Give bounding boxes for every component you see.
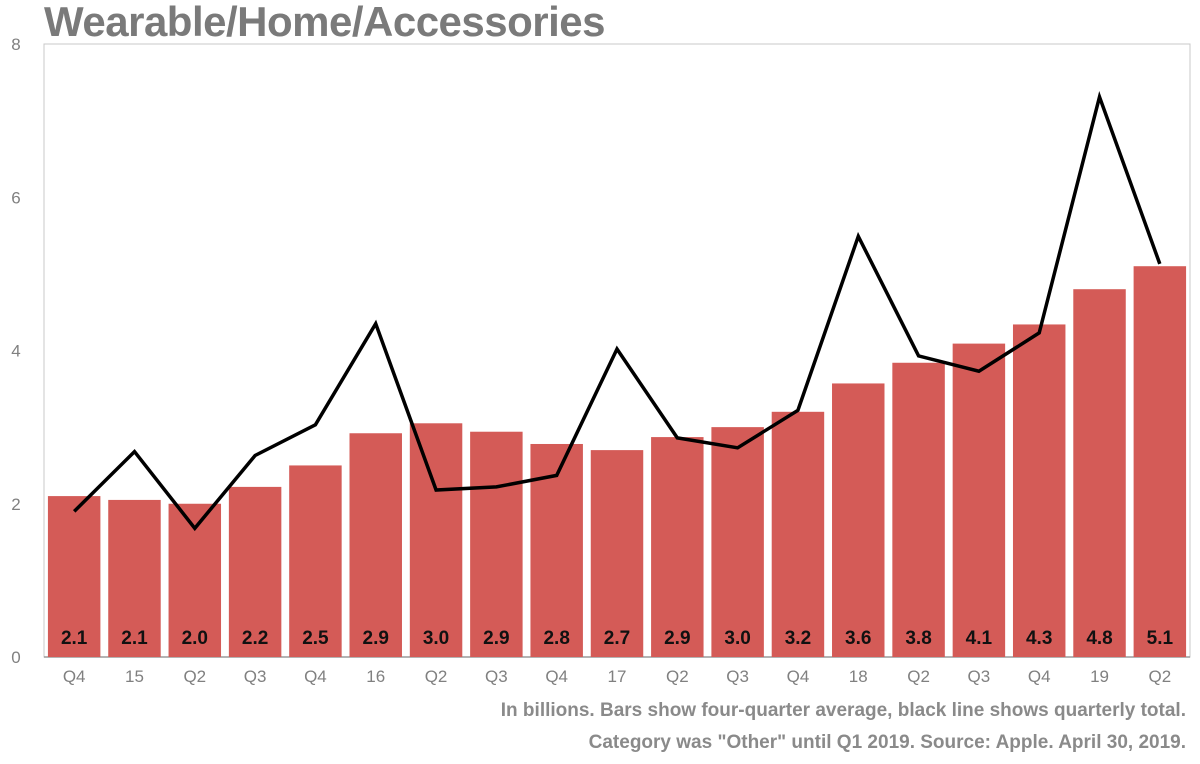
- chart-note-source: Category was "Other" until Q1 2019. Sour…: [588, 732, 1186, 753]
- bar: [409, 423, 463, 657]
- bar-series: [47, 266, 1187, 657]
- x-tick-label: Q2: [425, 667, 448, 686]
- bar: [1073, 289, 1126, 657]
- bar-data-label: 4.8: [1086, 628, 1112, 649]
- bar-data-label: 2.2: [242, 628, 268, 649]
- x-tick-label: Q4: [63, 667, 86, 686]
- bar: [590, 450, 644, 657]
- bar: [952, 343, 1006, 657]
- bar: [1133, 266, 1187, 657]
- x-tick-label: 16: [366, 667, 385, 686]
- bar: [832, 383, 885, 657]
- bar: [228, 486, 282, 657]
- bar-data-label: 2.1: [121, 628, 148, 649]
- x-axis-ticks: Q4 15 Q2 Q3 Q4 16 Q2 Q3 Q4 17 Q2 Q3 Q4 18 Q2 Q3 Q4 19 Q2: [63, 667, 1171, 686]
- x-tick-label: Q3: [485, 667, 508, 686]
- line-series: [72, 90, 1162, 532]
- x-tick-label: Q4: [787, 667, 810, 686]
- chart-title: Wearable/Home/Accessories: [44, 0, 606, 45]
- bar-data-label: 5.1: [1147, 628, 1174, 649]
- bar: [1012, 324, 1066, 657]
- x-tick-label: 18: [849, 667, 868, 686]
- y-tick-label: 8: [11, 35, 20, 54]
- x-tick-label: Q3: [726, 667, 749, 686]
- bar: [771, 411, 825, 657]
- bar-data-label: 3.6: [845, 628, 871, 649]
- bar: [711, 427, 764, 657]
- bar-data-label: 2.7: [604, 628, 630, 649]
- bar: [108, 499, 161, 657]
- bar: [289, 465, 342, 657]
- bar: [349, 433, 402, 657]
- bar-data-label: 3.2: [785, 628, 811, 649]
- data-labels: 2.1 2.1 2.0 2.2 2.5 2.9 3.0 2.9 2.8 2.7 2.9 3.0 3.2 3…: [61, 628, 1174, 649]
- bar-data-label: 2.1: [61, 628, 88, 649]
- x-tick-label: Q2: [907, 667, 930, 686]
- bar-data-label: 2.9: [483, 628, 509, 649]
- y-tick-label: 2: [11, 495, 20, 514]
- x-tick-label: 19: [1090, 667, 1109, 686]
- bar-data-label: 3.0: [423, 628, 449, 649]
- bar-data-label: 2.0: [182, 628, 208, 649]
- x-tick-label: Q4: [545, 667, 568, 686]
- x-tick-label: 15: [125, 667, 144, 686]
- x-tick-label: Q2: [666, 667, 689, 686]
- x-tick-label: Q2: [183, 667, 206, 686]
- y-tick-label: 6: [11, 188, 20, 207]
- bar-data-label: 2.5: [302, 628, 329, 649]
- bar: [47, 496, 101, 657]
- bar-data-label: 4.3: [1026, 628, 1052, 649]
- bar-data-label: 2.9: [664, 628, 690, 649]
- x-tick-label: Q3: [968, 667, 991, 686]
- chart-note-units: In billions. Bars show four-quarter aver…: [500, 700, 1186, 721]
- x-tick-label: Q2: [1148, 667, 1171, 686]
- bar-data-label: 2.8: [543, 628, 569, 649]
- x-tick-label: 17: [608, 667, 627, 686]
- bar-data-label: 3.8: [905, 628, 931, 649]
- x-tick-label: Q4: [304, 667, 327, 686]
- bar-data-label: 3.0: [724, 628, 750, 649]
- bar-data-label: 2.9: [363, 628, 389, 649]
- y-axis-ticks: 0 2 4 6 8: [11, 35, 20, 667]
- y-tick-label: 0: [11, 648, 20, 667]
- bar-data-label: 4.1: [966, 628, 993, 649]
- y-tick-label: 4: [11, 342, 20, 361]
- x-tick-label: Q3: [244, 667, 267, 686]
- bar: [651, 437, 704, 657]
- bar: [470, 431, 523, 657]
- x-tick-label: Q4: [1028, 667, 1051, 686]
- quarterly-total-line: [72, 90, 1162, 532]
- bar: [892, 362, 945, 657]
